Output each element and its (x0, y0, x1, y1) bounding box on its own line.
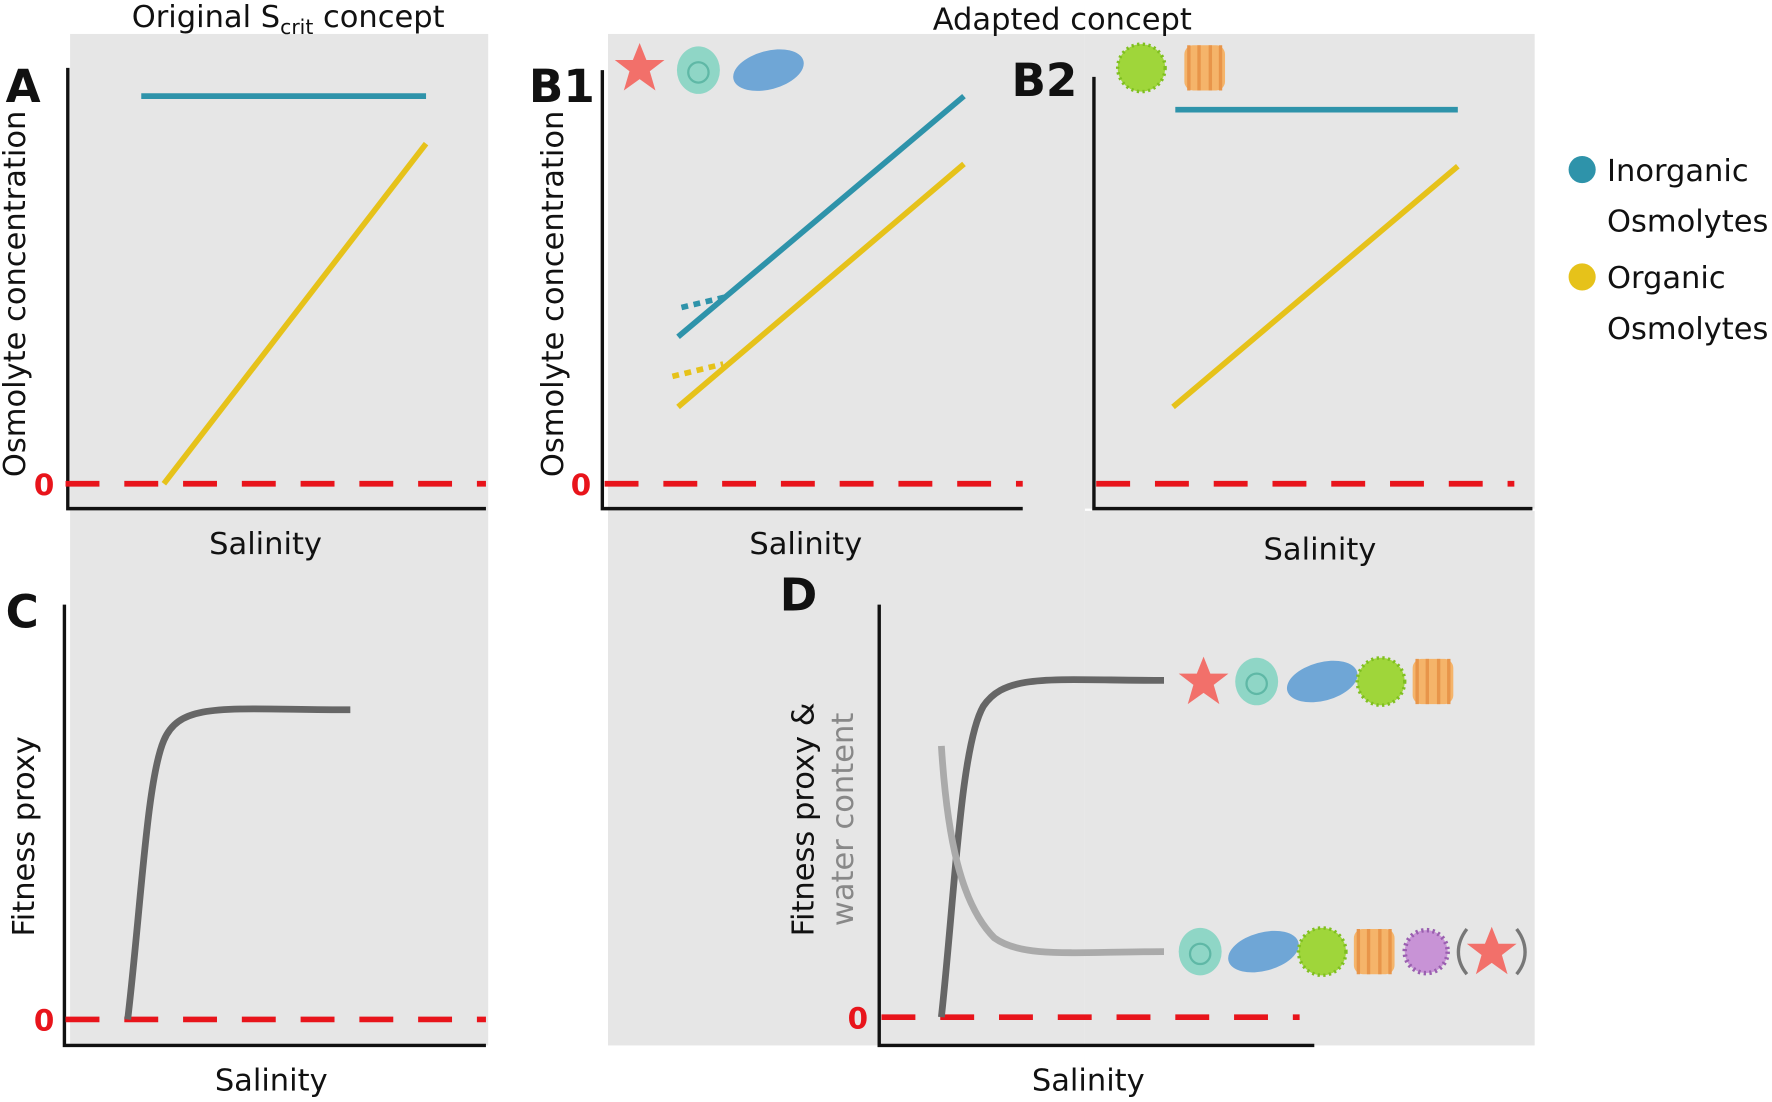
header-right: Adapted concept (933, 2, 1192, 37)
legend-text: Inorganic (1607, 154, 1749, 189)
legend-text: Osmolytes (1607, 312, 1768, 347)
legend-swatch (1568, 263, 1596, 291)
zero-label: 0 (571, 468, 591, 502)
x-label: Salinity (749, 527, 862, 562)
legend-text: Organic (1607, 261, 1726, 296)
header-left: Original Scrit concept (132, 0, 445, 39)
inorganic-line (676, 93, 966, 340)
zero-label: 0 (34, 1004, 54, 1038)
legend: Inorganic Osmolytes Organic Osmolytes (1568, 154, 1768, 347)
zero-label: 0 (848, 1001, 868, 1035)
panel-label: A (6, 60, 41, 113)
inorganic-dotted (680, 293, 730, 311)
axes (1092, 76, 1533, 511)
panel-label: B2 (1011, 54, 1077, 107)
panel-label: C (6, 585, 39, 638)
axes (877, 604, 1315, 1048)
y-label: Osmolyte concentration (536, 111, 571, 477)
water-curve (937, 745, 1165, 957)
axes (62, 604, 486, 1048)
y-label: Fitness proxy & (787, 702, 822, 936)
y-label: Fitness proxy (7, 736, 42, 936)
axes (66, 67, 486, 511)
legend-swatch (1568, 156, 1596, 184)
panel-label: B1 (529, 60, 595, 113)
y-label: water content (826, 713, 861, 926)
y-label: Osmolyte concentration (0, 111, 33, 477)
organic-dotted (671, 361, 724, 380)
organic-line (1171, 164, 1460, 410)
icons (1177, 923, 1527, 980)
x-label: Salinity (1032, 1064, 1145, 1099)
x-label: Salinity (1264, 532, 1377, 567)
fitness-curve (938, 676, 1165, 1018)
axes (600, 70, 1023, 511)
panel-label: D (780, 568, 818, 621)
zero-label: 0 (34, 468, 54, 502)
fitness-curve (124, 705, 351, 1020)
organic-line (676, 161, 966, 410)
x-label: Salinity (215, 1064, 328, 1099)
backgrounds (70, 33, 1535, 1046)
organic-line (161, 141, 429, 486)
x-label: Salinity (209, 527, 322, 562)
legend-text: Osmolytes (1607, 205, 1768, 240)
